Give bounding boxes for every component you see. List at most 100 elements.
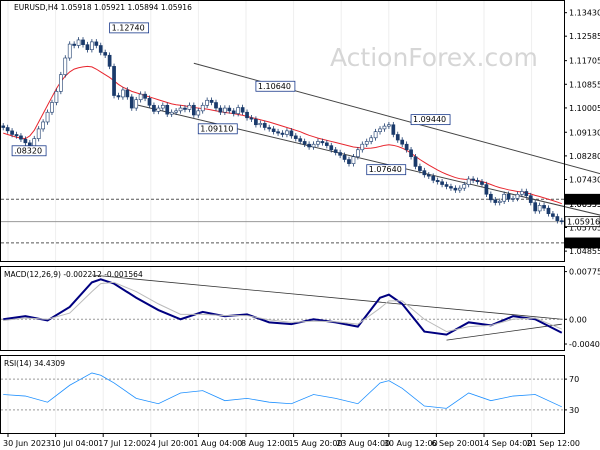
- candle: [169, 109, 174, 117]
- price-label: 1.09110: [197, 123, 238, 135]
- candle-body: [245, 111, 249, 119]
- candle: [444, 181, 449, 190]
- candle: [178, 105, 183, 114]
- candle: [121, 87, 125, 100]
- candle-body: [103, 52, 108, 56]
- candle-body: [431, 175, 436, 181]
- candle: [125, 87, 130, 100]
- candle: [227, 105, 232, 114]
- candle: [205, 97, 209, 109]
- x-tick-label: 30 Aug 12:00: [384, 439, 438, 448]
- candle-body: [400, 139, 405, 145]
- candle: [156, 105, 161, 115]
- candle: [67, 41, 72, 61]
- candle: [23, 136, 28, 146]
- rsi-title: RSI(14) 34.4309: [4, 359, 65, 368]
- candle: [45, 109, 50, 125]
- candle-body: [324, 142, 329, 146]
- candle: [134, 96, 139, 111]
- candle: [289, 128, 294, 139]
- candle: [524, 188, 529, 199]
- candle-body: [160, 104, 165, 109]
- rsi-tick-label: 30: [569, 406, 579, 415]
- candle: [418, 163, 422, 174]
- candle-body: [378, 128, 382, 132]
- candle: [484, 181, 489, 198]
- price-label-text: 1.09110: [200, 124, 233, 133]
- x-tick-label: 1 Aug 04:00: [193, 439, 242, 448]
- candle: [342, 152, 347, 163]
- candle: [511, 195, 515, 203]
- price-label-box: [366, 164, 407, 176]
- candle-body: [502, 193, 507, 202]
- candle-body: [10, 130, 14, 135]
- candle-body: [418, 166, 422, 171]
- candle: [471, 176, 475, 184]
- candle: [422, 167, 427, 178]
- candle: [293, 133, 298, 142]
- candle: [537, 202, 542, 214]
- candle-body: [409, 149, 413, 158]
- candle-body: [285, 130, 289, 135]
- candle-body: [5, 127, 10, 132]
- candle-body: [94, 41, 99, 46]
- candle-body: [271, 128, 276, 132]
- macd-tick-label: 0.007753: [569, 268, 600, 277]
- candle: [453, 185, 458, 193]
- candle-body: [218, 107, 223, 113]
- candle: [466, 176, 471, 188]
- candle-body: [444, 184, 449, 187]
- candle: [214, 99, 218, 111]
- candle-body: [360, 143, 365, 151]
- candle-body: [23, 138, 28, 144]
- candle: [320, 138, 325, 146]
- candle-body: [551, 213, 555, 217]
- candle-body: [121, 89, 125, 98]
- candle: [431, 173, 436, 184]
- candle-body: [506, 193, 511, 200]
- candle-body: [369, 137, 374, 142]
- candle: [90, 39, 94, 53]
- candle-body: [45, 111, 50, 123]
- candle: [223, 105, 227, 116]
- candle-body: [19, 135, 23, 140]
- price-label-text: 1.10640: [258, 82, 291, 91]
- candle: [333, 146, 338, 156]
- candle-body: [347, 159, 351, 164]
- candle: [165, 102, 170, 117]
- candle-body: [178, 107, 183, 112]
- candle: [369, 135, 374, 145]
- candle-body: [329, 145, 334, 151]
- price-label-box: [197, 123, 238, 135]
- candle-body: [85, 44, 90, 50]
- candle-body: [280, 132, 285, 135]
- candle-body: [231, 110, 236, 114]
- candle: [559, 217, 564, 225]
- macd-trendline: [91, 274, 562, 320]
- price-label-text: .08320: [14, 146, 42, 155]
- candle: [475, 177, 480, 185]
- candle: [262, 120, 267, 131]
- candle-body: [462, 184, 467, 189]
- candle: [143, 91, 147, 102]
- candle-body: [533, 202, 538, 212]
- x-tick-label: 8 Aug 12:00: [241, 439, 290, 448]
- rsi-tick-label: 70: [569, 375, 579, 384]
- candle: [209, 97, 214, 106]
- candle: [138, 91, 143, 103]
- candle: [112, 63, 116, 99]
- candle-body: [147, 98, 152, 106]
- candle-body: [449, 186, 453, 189]
- candle-body: [382, 125, 387, 130]
- candle-body: [187, 104, 192, 110]
- watermark: ActionForex.com: [330, 43, 538, 72]
- candle-body: [174, 110, 178, 113]
- candle-body: [36, 128, 41, 139]
- candle-body: [351, 156, 356, 164]
- candle: [409, 146, 413, 160]
- candle-body: [489, 193, 493, 201]
- x-tick-label: 30 Jun 2023: [3, 439, 51, 448]
- candle-body: [112, 66, 116, 96]
- candle-body: [196, 110, 201, 116]
- candle-body: [480, 181, 484, 185]
